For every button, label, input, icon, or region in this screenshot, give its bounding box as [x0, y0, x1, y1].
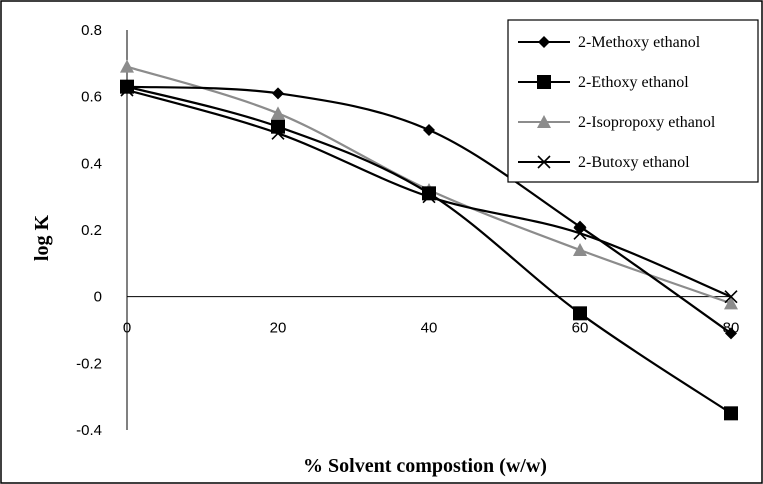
legend-marker — [538, 36, 550, 48]
data-point — [271, 126, 285, 140]
data-point — [272, 87, 284, 100]
legend-item: 2-Ethoxy ethanol — [518, 74, 689, 91]
x-tick-label: 60 — [572, 320, 589, 337]
y-tick-label: 0.8 — [81, 22, 102, 39]
legend-item: 2-Butoxy ethanol — [518, 154, 690, 171]
data-point — [574, 220, 586, 233]
legend-box — [507, 19, 759, 183]
y-tick-label: 0.2 — [81, 222, 102, 239]
legend-marker — [537, 75, 551, 89]
data-point — [423, 124, 435, 136]
y-tick-label: 0.6 — [81, 89, 102, 106]
marker-stroke — [271, 126, 285, 140]
y-tick-label: -0.2 — [76, 355, 102, 372]
legend-item: 2-Methoxy ethanol — [518, 34, 701, 51]
y-tick-label: -0.4 — [76, 422, 102, 439]
data-point — [422, 190, 436, 204]
data-point — [120, 59, 134, 73]
legend-marker — [537, 115, 551, 128]
data-point — [725, 327, 737, 340]
marker-stroke — [422, 190, 436, 204]
marker-stroke — [724, 290, 738, 304]
y-tick-label: 0.4 — [81, 155, 102, 172]
legend-label: 2-Ethoxy ethanol — [578, 74, 689, 91]
series-layer — [120, 59, 738, 421]
legend-marker — [537, 155, 551, 169]
legend: 2-Methoxy ethanol 2-Ethoxy ethanol 2-Isopr… — [507, 19, 759, 183]
legend-label: 2-Isopropoxy ethanol — [578, 114, 716, 131]
data-point — [271, 106, 285, 120]
series-1 — [121, 80, 737, 340]
data-point — [724, 290, 738, 304]
y-axis-title: log K — [31, 215, 53, 262]
legend-label: 2-Methoxy ethanol — [578, 34, 701, 51]
series-4 — [120, 83, 738, 304]
x-axis-title: % Solvent compostion (w/w) — [303, 455, 547, 477]
data-point — [573, 243, 587, 256]
x-tick-label: 40 — [421, 320, 438, 337]
data-point — [724, 406, 738, 421]
legend-item: 2-Isopropoxy ethanol — [518, 114, 716, 131]
x-tick-label: 20 — [270, 320, 287, 337]
y-tick-label: 0 — [94, 289, 102, 306]
data-point — [573, 306, 587, 321]
data-point — [121, 80, 133, 93]
y-tick-labels: 0.8 0.6 0.4 0.2 0 -0.2 -0.4 — [76, 22, 102, 439]
legend-label: 2-Butoxy ethanol — [578, 154, 690, 171]
marker-stroke — [537, 155, 551, 169]
data-point — [724, 296, 738, 310]
